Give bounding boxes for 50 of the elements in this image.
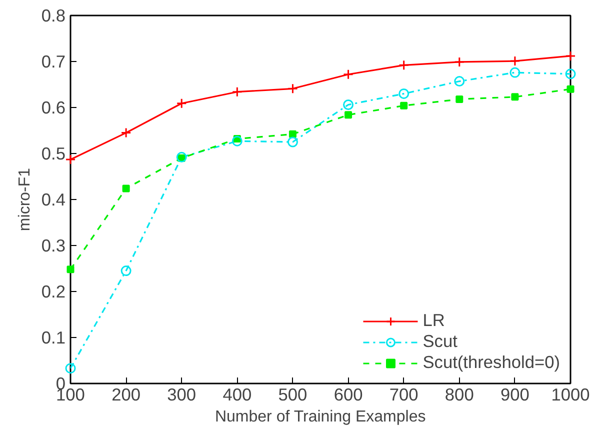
point [398,60,410,70]
y-tick-label: 0.1 [41,328,66,348]
point [176,98,187,109]
legend-label: Scut [422,331,458,352]
point [287,83,298,94]
point [343,69,354,80]
point [232,86,242,98]
point [454,56,465,68]
point [343,100,354,110]
point [454,76,465,87]
y-tick-label: 0.2 [41,282,66,302]
point [511,93,519,101]
point [120,266,132,276]
point [122,184,130,192]
x-tick-label: 200 [112,384,141,404]
point [65,363,76,374]
x-tick-label: 300 [167,384,196,404]
x-tick-label: 700 [389,384,418,404]
x-tick-label: 900 [500,384,530,404]
point [232,136,242,146]
point [398,88,410,99]
point [510,67,520,78]
x-tick-label: 600 [334,384,363,404]
y-tick-label: 0.6 [41,98,66,118]
x-tick-label: 400 [222,384,252,404]
point [400,102,408,110]
point [66,266,74,274]
x-tick-label: 1000 [551,384,590,404]
x-tick-label: 500 [278,384,308,404]
point [565,68,576,80]
y-tick-label: 0.5 [41,144,66,164]
y-tick-label: 0.7 [41,52,66,72]
point [65,154,76,165]
legend-label: LR [422,310,445,331]
y-tick-label: 0.8 [41,6,66,26]
point [176,152,187,162]
point [288,130,296,138]
point [456,95,464,103]
legend-label: Scut(threshold=0) [422,352,560,373]
y-axis-title: micro-F1 [16,168,34,232]
y-tick-label: 0.3 [41,236,66,256]
point [120,128,132,138]
x-tick-label: 800 [444,384,474,404]
point [566,85,574,93]
y-tick-label: 0.4 [41,190,66,210]
point [287,136,298,148]
x-axis-title: Number of Training Examples [214,408,426,426]
point [565,50,576,62]
point [510,56,520,66]
point [344,111,352,119]
